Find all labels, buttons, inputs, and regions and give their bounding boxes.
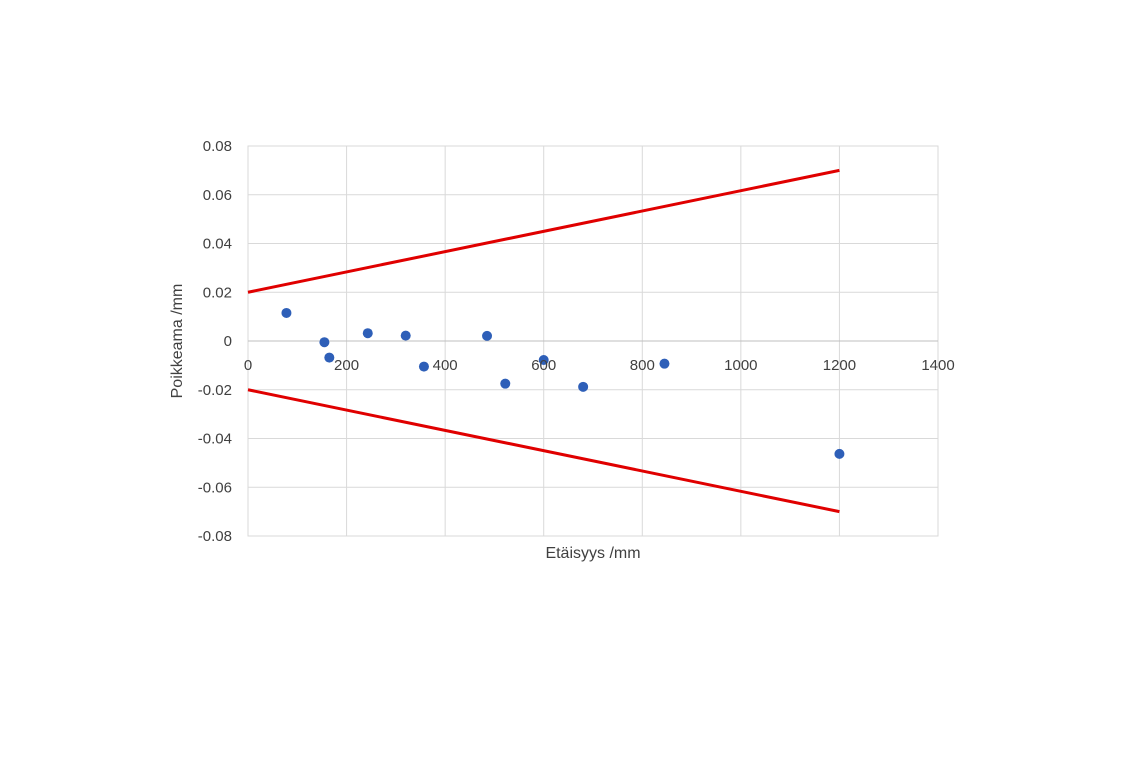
y-tick-label: -0.06 bbox=[198, 479, 232, 496]
data-point bbox=[482, 330, 493, 341]
data-point bbox=[324, 352, 335, 363]
y-tick-label: 0.04 bbox=[203, 236, 232, 253]
y-tick-label: 0.02 bbox=[203, 284, 232, 301]
data-point bbox=[418, 361, 429, 372]
data-point bbox=[281, 307, 292, 318]
data-point bbox=[362, 328, 373, 339]
y-tick-label: 0 bbox=[224, 333, 232, 350]
y-tick-labels: 0.08 0.06 0.04 0.02 0 -0.02 -0.04 -0.06 -0.08 bbox=[198, 138, 232, 545]
data-point bbox=[834, 448, 845, 459]
data-point bbox=[578, 381, 589, 392]
data-point bbox=[500, 378, 511, 389]
y-tick-label: 0.08 bbox=[203, 138, 232, 155]
x-tick-labels: 0 200 400 600 800 1000 1200 1400 bbox=[244, 357, 955, 374]
x-tick-label: 1200 bbox=[823, 357, 856, 374]
y-tick-label: -0.02 bbox=[198, 382, 232, 399]
y-axis-title: Poikkeama /mm bbox=[169, 284, 186, 399]
data-point bbox=[400, 330, 411, 341]
x-tick-label: 800 bbox=[630, 357, 655, 374]
x-tick-label: 400 bbox=[433, 357, 458, 374]
y-tick-label: -0.04 bbox=[198, 431, 232, 448]
y-tick-label: -0.08 bbox=[198, 528, 232, 545]
x-tick-label: 1400 bbox=[921, 357, 954, 374]
x-tick-label: 600 bbox=[531, 357, 556, 374]
y-tick-label: 0.06 bbox=[203, 187, 232, 204]
data-point bbox=[319, 337, 330, 348]
x-tick-label: 1000 bbox=[724, 357, 757, 374]
x-tick-label: 200 bbox=[334, 357, 359, 374]
limit-lines bbox=[247, 168, 840, 514]
data-point bbox=[659, 358, 670, 369]
data-points bbox=[281, 307, 845, 459]
data-point bbox=[538, 355, 549, 366]
lower-limit-line bbox=[247, 388, 840, 514]
x-tick-label: 0 bbox=[244, 357, 252, 374]
upper-limit-line bbox=[247, 168, 840, 294]
x-axis-title: Etäisyys /mm bbox=[545, 545, 640, 562]
